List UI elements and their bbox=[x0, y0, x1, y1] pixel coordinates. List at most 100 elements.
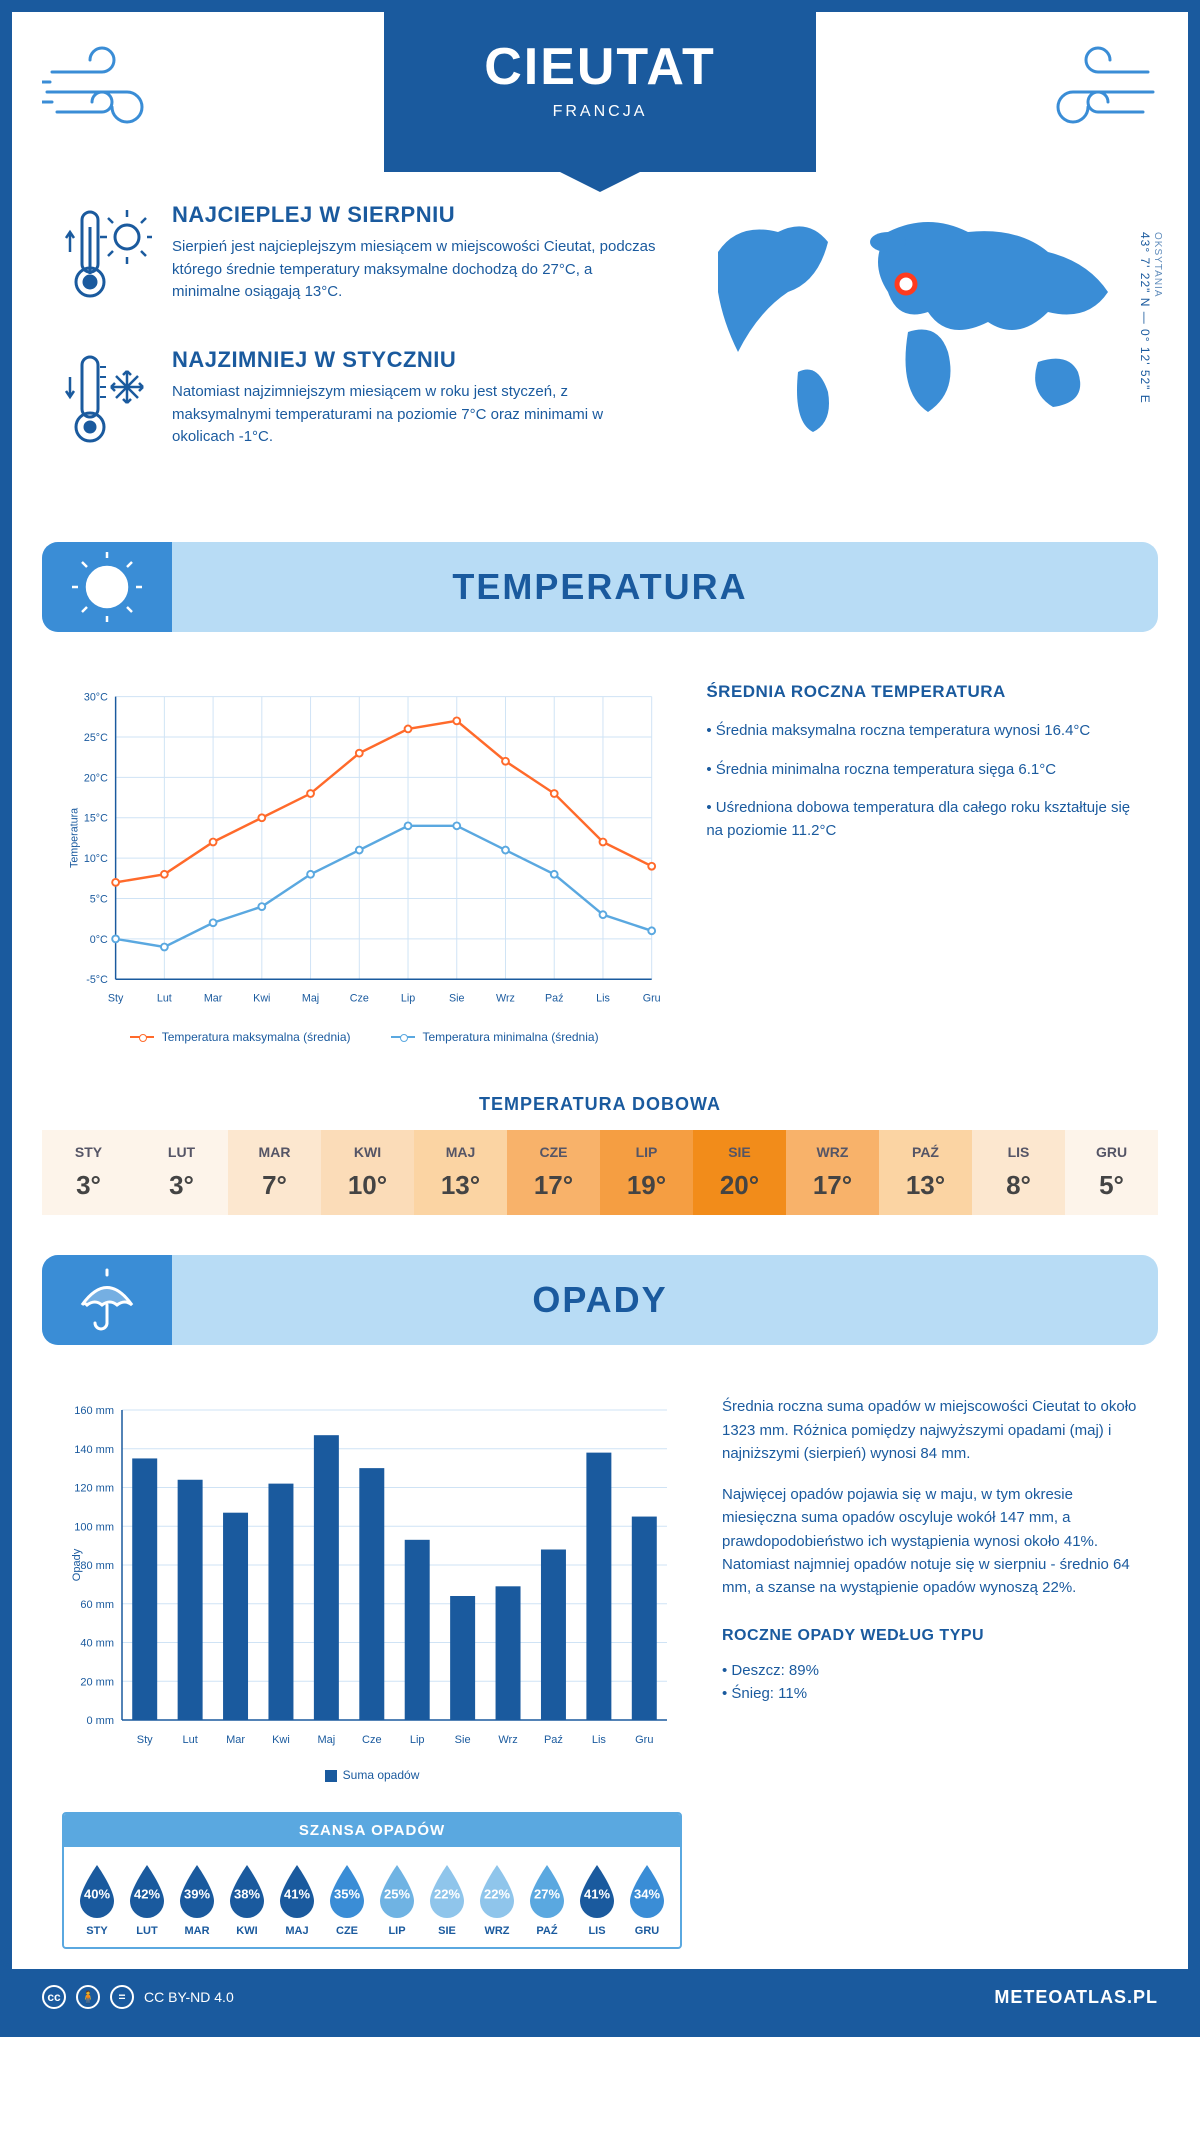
svg-text:Sty: Sty bbox=[137, 1734, 153, 1746]
svg-text:160 mm: 160 mm bbox=[74, 1405, 114, 1417]
daily-cell: LIP19° bbox=[600, 1130, 693, 1215]
nd-icon: = bbox=[110, 1985, 134, 2009]
city-title: CIEUTAT bbox=[484, 37, 716, 97]
daily-cell: LUT3° bbox=[135, 1130, 228, 1215]
by-icon: 🧍 bbox=[76, 1985, 100, 2009]
warmest-title: NAJCIEPLEJ W SIERPNIU bbox=[172, 202, 658, 228]
drop-col: 22% WRZ bbox=[474, 1863, 520, 1937]
line-chart-legend: Temperatura maksymalna (średnia) Tempera… bbox=[62, 1030, 666, 1044]
raindrop-icon: 35% bbox=[324, 1863, 370, 1919]
coordinates: OKSYTANIA 43° 7' 22" N — 0° 12' 52" E bbox=[1138, 232, 1163, 404]
svg-text:Sie: Sie bbox=[455, 1734, 471, 1746]
world-map-icon bbox=[688, 202, 1138, 442]
header: CIEUTAT FRANCJA bbox=[12, 12, 1188, 172]
daily-cell: LIS8° bbox=[972, 1130, 1065, 1215]
coldest-block: NAJZIMNIEJ W STYCZNIU Natomiast najzimni… bbox=[62, 347, 658, 462]
world-map-block: OKSYTANIA 43° 7' 22" N — 0° 12' 52" E bbox=[688, 202, 1138, 492]
svg-text:140 mm: 140 mm bbox=[74, 1444, 114, 1456]
wind-icon bbox=[1018, 42, 1158, 142]
svg-text:Temperatura: Temperatura bbox=[69, 808, 81, 868]
wind-icon bbox=[42, 42, 182, 142]
raindrop-icon: 34% bbox=[624, 1863, 670, 1919]
temperature-line-chart: -5°C0°C5°C10°C15°C20°C25°C30°CStyLutMarK… bbox=[62, 682, 666, 1044]
daily-temp-grid: STY3°LUT3°MAR7°KWI10°MAJ13°CZE17°LIP19°S… bbox=[42, 1130, 1158, 1215]
precipitation-section-header: OPADY bbox=[42, 1255, 1158, 1345]
intro-section: NAJCIEPLEJ W SIERPNIU Sierpień jest najc… bbox=[12, 172, 1188, 522]
bar-chart-legend: Suma opadów bbox=[62, 1768, 682, 1782]
svg-text:10°C: 10°C bbox=[84, 853, 108, 865]
svg-text:Opady: Opady bbox=[71, 1549, 83, 1582]
annual-bullet: • Uśredniona dobowa temperatura dla całe… bbox=[706, 797, 1138, 842]
brand-text: METEOATLAS.PL bbox=[994, 1987, 1158, 2008]
daily-cell: SIE20° bbox=[693, 1130, 786, 1215]
raindrop-icon: 27% bbox=[524, 1863, 570, 1919]
svg-text:Kwi: Kwi bbox=[272, 1734, 290, 1746]
drop-col: 42% LUT bbox=[124, 1863, 170, 1937]
svg-text:60 mm: 60 mm bbox=[80, 1599, 114, 1611]
drop-col: 34% GRU bbox=[624, 1863, 670, 1937]
license-block: cc 🧍 = CC BY-ND 4.0 bbox=[42, 1985, 234, 2009]
svg-text:Lut: Lut bbox=[157, 993, 172, 1005]
daily-cell: STY3° bbox=[42, 1130, 135, 1215]
svg-text:80 mm: 80 mm bbox=[80, 1560, 114, 1572]
drop-col: 41% MAJ bbox=[274, 1863, 320, 1937]
annual-bullet: • Średnia maksymalna roczna temperatura … bbox=[706, 720, 1138, 743]
svg-text:25°C: 25°C bbox=[84, 732, 108, 744]
title-banner: CIEUTAT FRANCJA bbox=[384, 12, 816, 172]
precipitation-bar-chart: 0 mm 20 mm 40 mm 60 mm 80 mm 100 mm 120 mm 140 … bbox=[62, 1395, 682, 1760]
svg-text:Maj: Maj bbox=[302, 993, 319, 1005]
svg-text:100 mm: 100 mm bbox=[74, 1522, 114, 1534]
svg-text:0 mm: 0 mm bbox=[87, 1715, 115, 1727]
raindrop-icon: 22% bbox=[424, 1863, 470, 1919]
svg-text:Gru: Gru bbox=[643, 993, 661, 1005]
daily-cell: MAJ13° bbox=[414, 1130, 507, 1215]
raindrop-icon: 41% bbox=[274, 1863, 320, 1919]
umbrella-corner-icon bbox=[42, 1255, 172, 1345]
precipitation-title: OPADY bbox=[532, 1279, 667, 1321]
raindrop-icon: 40% bbox=[74, 1863, 120, 1919]
daily-temp-title: TEMPERATURA DOBOWA bbox=[12, 1094, 1188, 1115]
warmest-block: NAJCIEPLEJ W SIERPNIU Sierpień jest najc… bbox=[62, 202, 658, 317]
sun-corner-icon bbox=[42, 542, 172, 632]
raindrop-icon: 38% bbox=[224, 1863, 270, 1919]
svg-text:40 mm: 40 mm bbox=[80, 1638, 114, 1650]
svg-text:Lut: Lut bbox=[182, 1734, 197, 1746]
annual-bullet: • Średnia minimalna roczna temperatura s… bbox=[706, 759, 1138, 782]
warmest-text: Sierpień jest najcieplejszym miesiącem w… bbox=[172, 236, 658, 304]
svg-text:Paź: Paź bbox=[544, 1734, 563, 1746]
svg-text:Lip: Lip bbox=[401, 993, 415, 1005]
svg-text:Wrz: Wrz bbox=[496, 993, 515, 1005]
thermometer-sun-icon bbox=[62, 202, 152, 317]
svg-text:Lis: Lis bbox=[592, 1734, 607, 1746]
raindrop-icon: 41% bbox=[574, 1863, 620, 1919]
drop-col: 41% LIS bbox=[574, 1863, 620, 1937]
svg-text:Sie: Sie bbox=[449, 993, 465, 1005]
drop-col: 22% SIE bbox=[424, 1863, 470, 1937]
precipitation-summary: Średnia roczna suma opadów w miejscowośc… bbox=[722, 1395, 1138, 1949]
country-subtitle: FRANCJA bbox=[484, 103, 716, 121]
drop-col: 38% KWI bbox=[224, 1863, 270, 1937]
location-marker-icon bbox=[897, 275, 915, 293]
svg-text:Lis: Lis bbox=[596, 993, 610, 1005]
svg-text:Wrz: Wrz bbox=[498, 1734, 517, 1746]
svg-text:120 mm: 120 mm bbox=[74, 1483, 114, 1495]
svg-text:20 mm: 20 mm bbox=[80, 1677, 114, 1689]
daily-cell: WRZ17° bbox=[786, 1130, 879, 1215]
svg-text:30°C: 30°C bbox=[84, 692, 108, 704]
daily-cell: GRU5° bbox=[1065, 1130, 1158, 1215]
temperature-section-header: TEMPERATURA bbox=[42, 542, 1158, 632]
svg-text:0°C: 0°C bbox=[90, 934, 108, 946]
svg-text:Kwi: Kwi bbox=[253, 993, 270, 1005]
svg-text:Cze: Cze bbox=[350, 993, 369, 1005]
daily-cell: CZE17° bbox=[507, 1130, 600, 1215]
raindrop-icon: 22% bbox=[474, 1863, 520, 1919]
svg-text:20°C: 20°C bbox=[84, 772, 108, 784]
daily-cell: KWI10° bbox=[321, 1130, 414, 1215]
type-bullet: • Śnieg: 11% bbox=[722, 1682, 1138, 1705]
chance-title: SZANSA OPADÓW bbox=[64, 1814, 680, 1847]
footer: cc 🧍 = CC BY-ND 4.0 METEOATLAS.PL bbox=[12, 1969, 1188, 2025]
cc-icon: cc bbox=[42, 1985, 66, 2009]
temperature-annual-summary: ŚREDNIA ROCZNA TEMPERATURA • Średnia mak… bbox=[706, 682, 1138, 1044]
drop-col: 35% CZE bbox=[324, 1863, 370, 1937]
raindrop-icon: 39% bbox=[174, 1863, 220, 1919]
